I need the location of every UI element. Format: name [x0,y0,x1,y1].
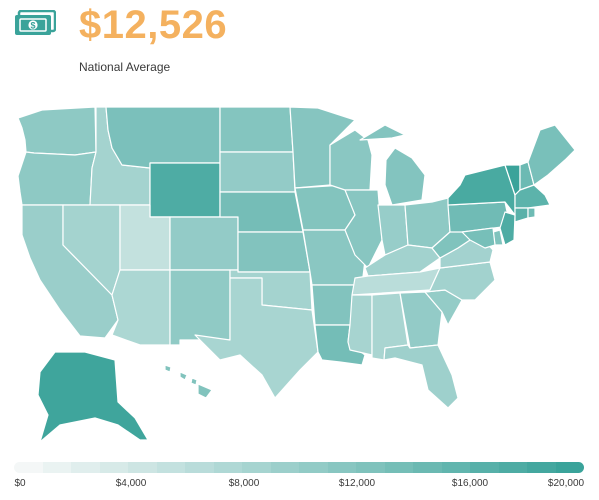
legend-tick-labels: $0 $4,000 $8,000 $12,000 $16,000 $20,000 [0,478,599,494]
state-ME[interactable] [527,124,576,186]
state-MS[interactable] [347,294,373,356]
legend-tick-4000: $4,000 [115,478,147,489]
state-MD[interactable] [461,227,496,249]
legend-swatch [71,462,100,473]
state-IL[interactable] [344,189,383,269]
legend-swatch [156,462,185,473]
state-FL[interactable] [383,344,459,409]
legend-swatch [128,462,157,473]
legend-swatch [213,462,242,473]
state-WA[interactable] [17,106,97,156]
legend-swatch [384,462,413,473]
state-NJ[interactable] [499,211,516,246]
legend-swatch [413,462,442,473]
legend-swatch [242,462,271,473]
legend-tick-8000: $8,000 [228,478,260,489]
state-GA[interactable] [399,291,443,349]
legend-swatch [327,462,356,473]
state-WI[interactable] [329,129,373,191]
legend-tick-0: $0 [14,478,26,489]
legend-tick-20000: $20,000 [547,478,585,489]
legend-swatch [99,462,128,473]
state-RI[interactable] [527,207,536,219]
state-AK[interactable] [37,351,149,443]
money-icon: $ [15,10,56,35]
state-KS[interactable] [237,231,311,273]
us-state-map [17,106,576,443]
legend-swatch [470,462,499,473]
legend-swatch [356,462,385,473]
national-average-caption: National Average [79,60,171,74]
state-CT[interactable] [514,207,529,223]
state-WY[interactable] [149,162,221,218]
state-SD[interactable] [219,151,296,193]
legend-swatch [14,462,43,473]
national-average-value: $12,526 [79,3,228,47]
legend-swatch [270,462,299,473]
legend-swatch [498,462,527,473]
state-MT[interactable] [105,106,221,169]
state-MI[interactable] [359,124,426,206]
state-NM[interactable] [169,269,231,346]
legend-swatch [441,462,470,473]
state-TX[interactable] [194,277,319,399]
legend-swatch [299,462,328,473]
state-OR[interactable] [17,151,97,206]
state-ND[interactable] [219,106,294,153]
legend-tick-12000: $12,000 [338,478,376,489]
color-scale-legend [14,462,584,473]
state-CO[interactable] [169,216,239,271]
state-AZ[interactable] [111,269,171,346]
legend-swatch [42,462,71,473]
legend-swatch [555,462,584,473]
state-HI[interactable] [164,364,213,399]
legend-tick-16000: $16,000 [451,478,489,489]
legend-swatch [185,462,214,473]
legend-swatch [527,462,556,473]
svg-text:$: $ [30,20,35,30]
